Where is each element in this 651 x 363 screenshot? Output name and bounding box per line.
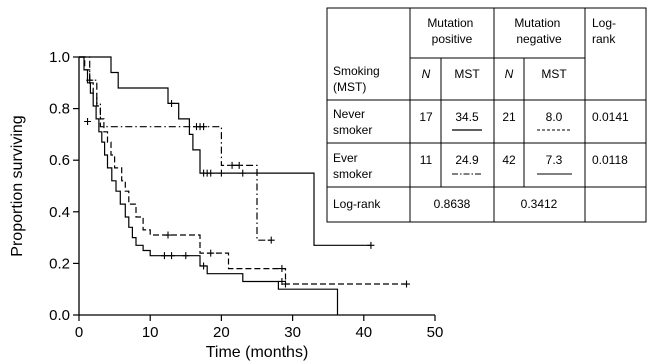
- table-background: [326, 7, 647, 223]
- subheader-pos-mst: MST: [454, 67, 480, 81]
- censor-mark: [200, 123, 208, 131]
- survival-curves: [79, 56, 411, 315]
- cell-never-logrank: 0.0141: [592, 110, 629, 124]
- header-mutation-negative: Mutation negative: [514, 16, 563, 46]
- cell-never-neg-mst: 8.0: [546, 110, 563, 124]
- x-tick-label: 50: [427, 324, 444, 341]
- cell-ever-logrank: 0.0118: [592, 153, 628, 167]
- censor-mark: [200, 262, 208, 270]
- summary-table: Mutation positive Mutation negative Log-…: [326, 7, 647, 223]
- censor-mark: [267, 236, 275, 244]
- censor-mark: [207, 169, 215, 177]
- footer-label-log-rank: Log-rank: [333, 197, 381, 211]
- y-tick-label: 0.4: [49, 204, 70, 221]
- censor-mark: [160, 252, 168, 260]
- x-tick-label: 20: [213, 324, 230, 341]
- censor-mark: [207, 249, 215, 257]
- row-label-ever-smoker: Ever smoker: [333, 151, 372, 181]
- censor-mark: [235, 161, 243, 169]
- subheader-pos-n: N: [422, 67, 431, 81]
- censor-mark: [281, 280, 289, 288]
- y-tick-label: 0.2: [49, 255, 70, 272]
- y-tick-label: 0.6: [49, 152, 70, 169]
- censor-mark: [168, 252, 176, 260]
- subheader-smoking: Smoking (MST): [333, 64, 383, 94]
- x-axis-title: Time (months): [206, 344, 309, 361]
- cell-never-pos-n: 17: [419, 110, 433, 124]
- censor-mark: [228, 161, 236, 169]
- survival-curve-dashdot: [79, 56, 272, 241]
- censor-mark: [278, 277, 286, 285]
- censor-mark: [182, 252, 190, 260]
- header-log-rank: Log- rank: [592, 16, 619, 46]
- censor-mark: [278, 265, 286, 273]
- survival-curve-solid: [79, 56, 339, 315]
- x-tick-label: 30: [284, 324, 301, 341]
- censor-mark: [403, 280, 411, 288]
- cell-never-neg-n: 21: [502, 110, 516, 124]
- header-mutation-positive: Mutation positive: [427, 16, 476, 46]
- cell-ever-pos-n: 11: [420, 153, 433, 167]
- y-axis-title: Proportion surviving: [9, 115, 26, 256]
- cell-ever-neg-mst: 7.3: [546, 153, 563, 167]
- plot-axes: [78, 57, 435, 316]
- footer-neg-logrank: 0.3412: [521, 197, 558, 211]
- censor-mark: [168, 99, 176, 107]
- cell-ever-neg-n: 42: [502, 153, 516, 167]
- x-tick-label: 10: [142, 324, 159, 341]
- y-tick-label: 0.0: [49, 307, 70, 324]
- y-tick-label: 0.8: [49, 101, 70, 118]
- axis-ticks: 0 10 20 30 40 50 0.0 0.2 0.4 0.6 0.8 1.0: [49, 49, 443, 341]
- subheader-neg-mst: MST: [541, 67, 567, 81]
- censor-mark: [239, 169, 247, 177]
- censor-mark: [367, 241, 375, 249]
- subheader-neg-n: N: [505, 67, 514, 81]
- footer-pos-logrank: 0.8638: [434, 197, 471, 211]
- x-tick-label: 40: [355, 324, 372, 341]
- censor-mark: [84, 118, 92, 125]
- row-label-never-smoker: Never smoker: [333, 107, 372, 137]
- cell-never-pos-mst: 34.5: [455, 110, 479, 124]
- censor-mark: [217, 169, 225, 177]
- cell-ever-pos-mst: 24.9: [455, 153, 479, 167]
- x-tick-label: 0: [75, 324, 83, 341]
- y-tick-label: 1.0: [49, 49, 70, 66]
- censor-mark: [164, 231, 172, 239]
